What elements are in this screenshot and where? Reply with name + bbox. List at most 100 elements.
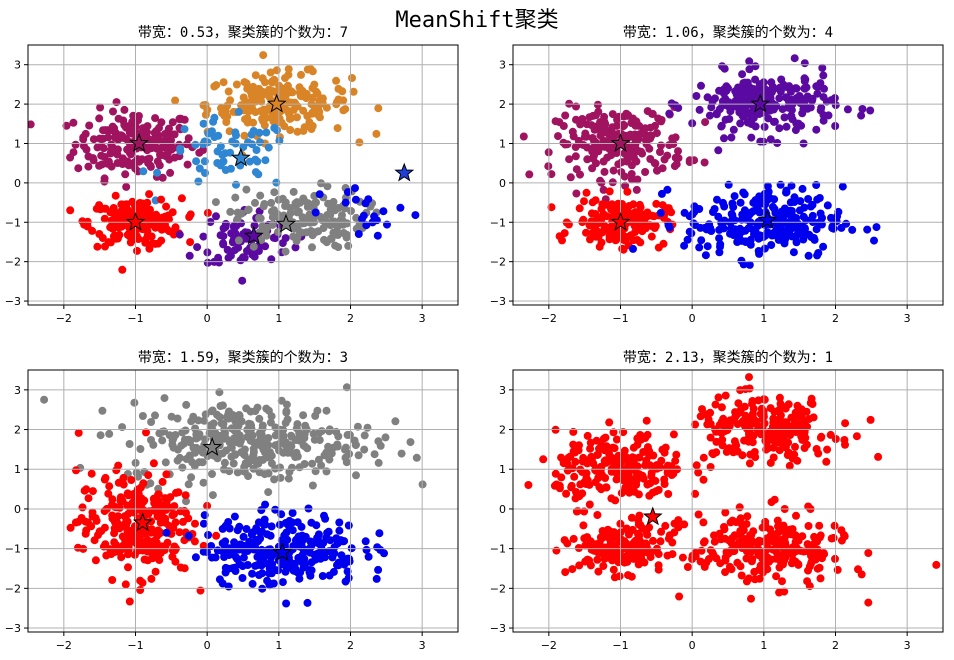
data-point [311,105,320,114]
data-point [674,147,682,156]
data-point [372,129,381,138]
data-point [208,470,216,478]
data-point [559,122,568,130]
data-point [311,467,320,476]
data-point [124,161,133,170]
data-point [372,574,381,583]
data-point [601,529,610,537]
data-point [743,78,752,87]
data-point [270,75,279,84]
data-point [789,248,798,257]
data-point [738,70,747,79]
cluster-center-star [230,147,251,167]
data-point [575,204,584,213]
data-point [787,181,796,190]
data-point [633,136,642,145]
data-point [621,181,630,190]
data-point [149,459,158,468]
data-point [221,563,230,572]
data-point [586,537,595,546]
data-point [797,405,806,414]
data-point [708,97,717,106]
data-point [287,442,296,451]
data-point [744,536,753,545]
data-point [575,561,584,570]
data-point [362,545,371,554]
scatter-points [40,383,427,608]
data-point [723,426,732,435]
data-point [699,475,708,484]
data-point [567,481,576,490]
data-point [78,503,87,512]
data-point [288,526,297,535]
data-point [797,432,806,441]
data-point [814,249,823,257]
axes-frame [27,369,459,633]
data-point [373,231,382,240]
data-point [632,117,641,126]
data-point [699,453,708,462]
cluster-center-star [610,133,631,152]
data-point [263,576,272,585]
data-point [203,208,212,217]
data-point [40,395,49,404]
data-point [818,63,827,72]
data-point [324,527,333,536]
data-point [273,126,281,135]
data-point [740,206,749,215]
data-point [361,537,370,546]
data-point [348,74,356,82]
data-point [780,113,789,122]
data-point [133,246,141,255]
data-point [595,444,603,453]
data-point [397,449,406,458]
data-point [262,128,271,137]
data-point [760,122,769,131]
data-point [168,208,177,217]
data-point [269,550,278,559]
data-point [271,505,280,514]
data-point [837,536,846,545]
data-point [863,225,872,234]
data-point [591,111,600,120]
data-point [714,393,723,402]
data-point [837,223,846,232]
data-point [285,114,294,123]
data-point [696,223,705,232]
cluster-center-star [202,436,223,456]
data-point [582,132,591,141]
data-point [240,131,249,140]
x-tick-label: 0 [689,639,696,652]
data-point [566,173,575,182]
data-point [264,441,273,450]
data-point [761,517,770,526]
data-point [767,78,776,87]
data-point [135,199,144,207]
data-point [804,195,813,203]
data-point [167,136,175,145]
data-point [104,489,113,498]
data-point [524,481,533,489]
data-point [180,507,189,515]
data-point [622,453,631,462]
data-point [772,572,781,581]
data-point [763,543,772,552]
data-point [278,239,287,248]
data-point [696,412,705,421]
data-point [561,111,570,120]
data-point [204,531,213,539]
data-point [82,485,91,494]
data-point [332,534,341,543]
data-point [582,188,591,197]
data-point [612,435,621,444]
data-point [730,192,739,201]
data-point [100,177,109,186]
data-point [731,541,740,550]
data-point [293,113,301,122]
data-point [705,111,714,120]
data-point [738,451,747,460]
y-tick-label: 3 [14,59,21,72]
data-point [342,230,351,239]
data-point [182,497,190,506]
data-point [171,96,180,105]
